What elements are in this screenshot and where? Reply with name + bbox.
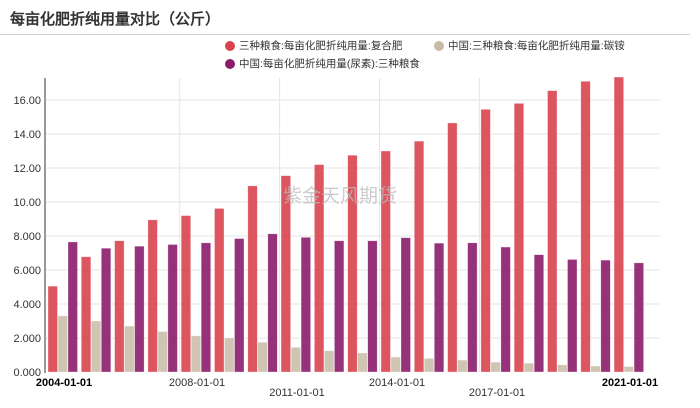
y-tick-label: 12.00: [13, 163, 41, 175]
y-tick-label: 8.000: [13, 231, 41, 243]
legend-marker-icon: [434, 40, 444, 51]
bar[interactable]: [590, 365, 601, 373]
bar[interactable]: [47, 285, 58, 373]
bar[interactable]: [267, 233, 278, 373]
legend-marker-icon: [225, 40, 235, 51]
bar[interactable]: [347, 154, 358, 373]
bar[interactable]: [390, 356, 401, 373]
bar[interactable]: [547, 90, 558, 373]
bar[interactable]: [380, 150, 391, 373]
bar[interactable]: [124, 325, 135, 373]
legend-label: 中国:每亩化肥折纯用量(尿素):三种粮食: [239, 58, 420, 70]
bar[interactable]: [523, 362, 535, 373]
legend-label: 中国:三种粮食:每亩化肥折纯用量:碳铵: [448, 40, 625, 52]
bar[interactable]: [467, 242, 478, 373]
bar[interactable]: [224, 337, 235, 373]
bar[interactable]: [457, 359, 468, 373]
bar[interactable]: [400, 237, 411, 373]
y-tick-label: 0.000: [13, 367, 41, 379]
x-axis-ticks: 2004-01-01 2008-01-01 2011-01-01 2014-01-01…: [36, 377, 658, 399]
bar[interactable]: [200, 242, 211, 373]
x-tick-label: 2021-01-01: [602, 377, 658, 389]
y-tick-label: 6.000: [13, 265, 41, 277]
bar[interactable]: [167, 244, 178, 373]
bar[interactable]: [500, 246, 511, 373]
bar[interactable]: [613, 76, 624, 373]
bar[interactable]: [91, 320, 102, 373]
x-tick-label: 2017-01-01: [469, 387, 525, 399]
bar[interactable]: [67, 241, 78, 373]
bar[interactable]: [533, 254, 545, 373]
bar[interactable]: [81, 256, 92, 373]
bar[interactable]: [314, 164, 325, 373]
bars: [47, 76, 644, 373]
x-tick-label: 2011-01-01: [269, 387, 324, 399]
title-divider: [0, 34, 690, 35]
bar[interactable]: [214, 208, 225, 373]
y-tick-label: 10.00: [13, 197, 41, 209]
bar[interactable]: [234, 238, 245, 373]
bar[interactable]: [557, 364, 568, 373]
bar[interactable]: [447, 122, 458, 373]
bar[interactable]: [257, 341, 268, 373]
y-tick-label: 4.000: [13, 299, 41, 311]
bar[interactable]: [280, 175, 291, 373]
watermark: 紫金天风期货: [283, 185, 397, 207]
legend-label: 三种粮食:每亩化肥折纯用量:复合肥: [239, 40, 403, 52]
bar[interactable]: [247, 185, 258, 373]
bar[interactable]: [357, 352, 368, 373]
bar[interactable]: [580, 81, 591, 373]
bar[interactable]: [423, 358, 435, 373]
bar[interactable]: [134, 245, 145, 373]
bar[interactable]: [334, 240, 345, 373]
bar[interactable]: [114, 240, 125, 373]
bar[interactable]: [180, 215, 191, 373]
y-tick-label: 16.00: [13, 95, 41, 107]
bar[interactable]: [413, 140, 425, 373]
bar[interactable]: [101, 247, 112, 373]
x-tick-label: 2004-01-01: [36, 377, 92, 389]
y-tick-label: 14.00: [13, 129, 41, 141]
legend-item-ammonium-bicarbonate[interactable]: 中国:三种粮食:每亩化肥折纯用量:碳铵: [434, 38, 625, 53]
legend-item-urea[interactable]: 中国:每亩化肥折纯用量(尿素):三种粮食: [225, 56, 420, 71]
bar[interactable]: [433, 242, 445, 373]
bar[interactable]: [290, 347, 301, 373]
y-tick-label: 2.000: [13, 333, 41, 345]
bar[interactable]: [324, 350, 335, 373]
bar[interactable]: [623, 366, 634, 373]
legend-item-compound-fertilizer[interactable]: 三种粮食:每亩化肥折纯用量:复合肥: [225, 38, 402, 53]
bar[interactable]: [567, 259, 578, 373]
bar[interactable]: [57, 315, 68, 373]
y-axis-ticks: 0.000 2.000 4.000 6.000 8.000 10.00 12.00 14.00…: [13, 95, 41, 379]
bar[interactable]: [490, 361, 501, 373]
bar[interactable]: [157, 331, 168, 373]
bar[interactable]: [633, 262, 644, 373]
bar[interactable]: [367, 240, 378, 373]
bar[interactable]: [300, 237, 311, 373]
bar[interactable]: [480, 109, 491, 373]
bar[interactable]: [147, 219, 158, 373]
legend-marker-icon: [225, 58, 235, 69]
chart-title: 每亩化肥折纯用量对比（公斤）: [10, 10, 221, 28]
bar[interactable]: [513, 103, 525, 373]
bar[interactable]: [190, 335, 201, 373]
x-tick-label: 2014-01-01: [369, 377, 425, 389]
bar[interactable]: [600, 259, 611, 373]
x-tick-label: 2008-01-01: [169, 377, 225, 389]
